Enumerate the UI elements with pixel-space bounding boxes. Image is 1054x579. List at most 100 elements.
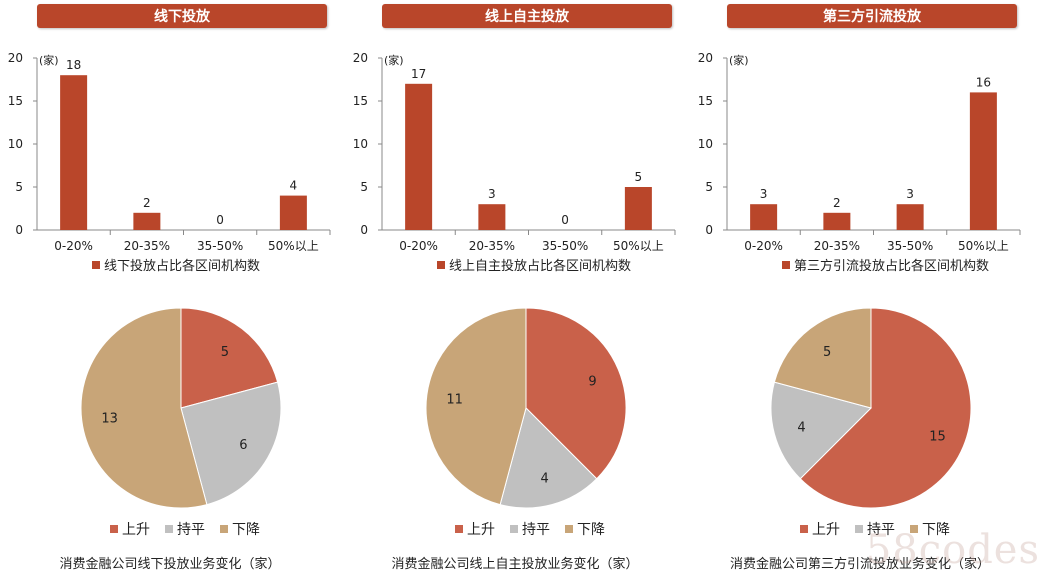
bar-value-label: 0 [216,213,224,227]
pie-slice [525,307,627,480]
bar-value-label: 16 [976,75,991,89]
y-tick-label: 15 [698,94,713,108]
bar [405,83,433,230]
pie-chart-offline: 5 6 13 上升 持平 下降 [80,307,282,538]
bar-chart-online: 0 5 10 15 20 (家) 17 0-20% 3 20-35% 0 35-50% 5 50%以上线上… [353,51,676,274]
legend-label: 上升 [467,522,495,538]
bar [624,187,652,230]
pie-slice [425,307,527,506]
legend-swatch [800,525,808,533]
pie-value-label: 11 [446,393,463,408]
panel-online: 线上自主投放 0 5 10 15 20 (家) 17 0-20% 3 20-35% 0 35-50% 5… [345,0,685,579]
x-tick-label: 50%以上 [268,239,319,253]
legend-swatch [910,525,918,533]
legend-label: 持平 [522,522,550,538]
pie-slice [180,307,279,409]
y-tick-label: 5 [360,180,368,194]
pie-slice [180,381,282,506]
pie-value-label: 4 [540,472,548,487]
legend-label: 下降 [922,522,950,538]
banner-online: 线上自主投放 [382,4,672,28]
legend-swatch [510,525,518,533]
y-tick-label: 15 [353,94,368,108]
y-tick-label: 10 [8,137,23,151]
legend-swatch [455,525,463,533]
legend-swatch [782,261,790,269]
y-tick-label: 0 [360,223,368,237]
pie-value-label: 15 [929,430,946,445]
bar [823,212,851,230]
pie-chart-online: 9 4 11 上升 持平 下降 [425,307,627,538]
bar [133,212,161,230]
bar-value-label: 0 [561,213,569,227]
x-tick-label: 20-35% [814,239,860,253]
bar-value-label: 2 [143,196,151,210]
x-tick-label: 35-50% [197,239,243,253]
legend-label: 第三方引流投放占比各区间机构数 [794,258,989,274]
x-tick-label: 20-35% [124,239,170,253]
pie-value-label: 4 [797,421,805,436]
x-tick-label: 50%以上 [958,239,1009,253]
bar-value-label: 3 [760,187,768,201]
x-tick-label: 0-20% [399,239,438,253]
legend-label: 线上自主投放占比各区间机构数 [449,258,631,274]
y-tick-label: 5 [15,180,23,194]
legend-swatch [92,261,100,269]
legend-swatch [220,525,228,533]
legend-label: 上升 [812,522,840,538]
bar [279,195,307,230]
unit-label: (家) [39,53,59,67]
banner-third-party: 第三方引流投放 [727,4,1017,28]
legend-swatch [565,525,573,533]
pie-title-online: 消费金融公司线上自主投放业务变化（家） [391,557,639,572]
pie-title-third-party: 消费金融公司第三方引流投放业务变化（家） [729,557,990,572]
pie-title-offline: 消费金融公司线下投放业务变化（家） [59,557,281,572]
legend-label: 持平 [867,522,895,538]
x-tick-label: 35-50% [887,239,933,253]
pie-slice [499,407,598,509]
legend-swatch [110,525,118,533]
pie-chart-third-party: 15 4 5 上升 持平 下降 [770,307,972,538]
y-tick-label: 20 [698,51,713,65]
pie-slice [80,307,208,509]
legend-swatch [437,261,445,269]
bar [896,204,924,230]
pie-value-label: 5 [221,345,229,360]
pie-value-label: 5 [823,345,831,360]
bar-value-label: 18 [66,58,81,72]
bar-value-label: 2 [833,196,841,210]
unit-label: (家) [384,53,404,67]
x-tick-label: 20-35% [469,239,515,253]
y-tick-label: 0 [705,223,713,237]
x-tick-label: 0-20% [744,239,783,253]
y-tick-label: 10 [353,137,368,151]
y-tick-label: 5 [705,180,713,194]
bar-value-label: 17 [411,67,426,81]
x-tick-label: 50%以上 [613,239,664,253]
pie-value-label: 6 [239,438,247,453]
bar [60,75,88,230]
legend-label: 持平 [177,522,205,538]
unit-label: (家) [729,53,749,67]
legend-label: 线下投放占比各区间机构数 [104,258,260,274]
panel-third-party: 第三方引流投放 0 5 10 15 20 (家) 3 0-20% 2 20-35% 3 35-50% 1… [690,0,1030,579]
bar-chart-third-party: 0 5 10 15 20 (家) 3 0-20% 2 20-35% 3 35-50% 16 50%以上第三… [698,51,1021,274]
watermark: 58codes [865,527,1040,573]
y-tick-label: 15 [8,94,23,108]
panel-offline: 线下投放 0 5 10 15 20 (家) 18 0-20% 2 20-35% 0 35-50% 4 50… [0,0,340,579]
bar-value-label: 3 [906,187,914,201]
y-tick-label: 20 [353,51,368,65]
pie-slice [799,307,972,509]
bar-chart-offline: 0 5 10 15 20 (家) 18 0-20% 2 20-35% 0 35-50% 4 50%以上线下… [8,51,331,274]
y-tick-label: 10 [698,137,713,151]
banner-offline: 线下投放 [37,4,327,28]
bar-value-label: 5 [635,170,643,184]
legend-swatch [855,525,863,533]
y-tick-label: 20 [8,51,23,65]
x-tick-label: 0-20% [54,239,93,253]
legend-swatch [165,525,173,533]
bar-value-label: 4 [290,179,298,193]
bar [478,204,506,230]
legend-label: 下降 [232,522,260,538]
pie-value-label: 9 [588,374,596,389]
